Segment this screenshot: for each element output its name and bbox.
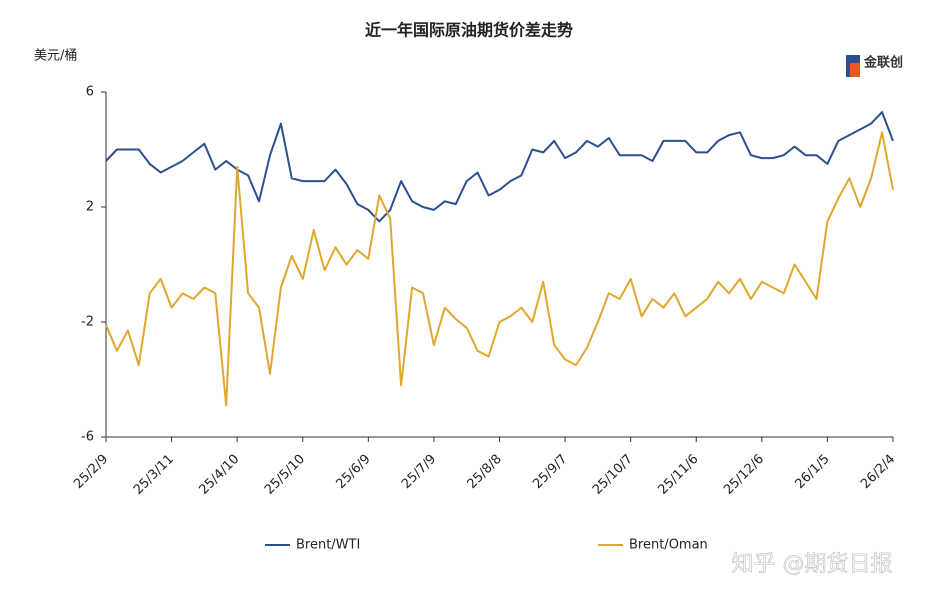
- y-tick-label: -6: [81, 430, 94, 445]
- y-tick-label: -2: [81, 315, 94, 330]
- chart-title: 近一年国际原油期货价差走势: [365, 21, 573, 40]
- y-tick-label: 6: [86, 85, 94, 100]
- legend-label: Brent/WTI: [296, 538, 360, 553]
- logo: 金联创: [846, 55, 903, 77]
- y-tick-label: 2: [86, 200, 94, 215]
- legend-label: Brent/Oman: [629, 538, 708, 553]
- x-tick-label: 25/11/6: [656, 452, 702, 498]
- logo-text: 金联创: [863, 55, 903, 71]
- x-tick-label: 25/3/11: [131, 452, 177, 498]
- x-tick-label: 25/4/10: [196, 452, 242, 498]
- x-tick-label: 25/9/7: [530, 452, 570, 492]
- x-tick-label: 25/5/10: [262, 452, 308, 498]
- x-tick-label: 25/12/6: [721, 452, 767, 498]
- series-line: [105, 111, 894, 223]
- series-line: [105, 131, 894, 407]
- x-tick-label: 25/8/8: [465, 452, 505, 492]
- x-tick-label: 25/7/9: [399, 452, 439, 492]
- x-tick-label: 25/2/9: [71, 452, 111, 492]
- x-tick-label: 26/2/4: [858, 452, 898, 492]
- logo-icon-accent: [850, 63, 860, 77]
- watermark: 知乎 @期货日报: [732, 552, 893, 577]
- x-tick-label: 26/1/5: [793, 452, 833, 492]
- x-tick-label: 25/10/7: [590, 452, 636, 498]
- y-axis-label: 美元/桶: [34, 49, 77, 64]
- x-tick-label: 25/6/9: [333, 452, 373, 492]
